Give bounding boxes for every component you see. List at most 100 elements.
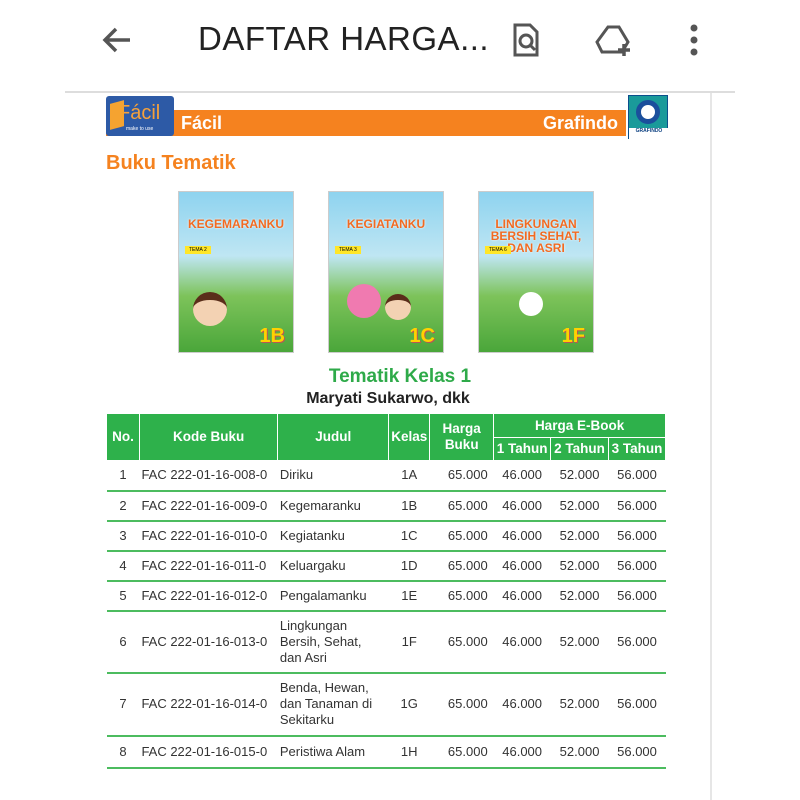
cell-t2: 52.000 (550, 490, 609, 522)
header-harga: Harga Buku (429, 413, 495, 461)
page-edge (710, 93, 712, 800)
brand-left: Fácil (181, 113, 223, 133)
cell-no: 1 (106, 460, 140, 492)
grafindo-logo-text: GRAFINDO (629, 128, 669, 139)
cell-t2: 52.000 (550, 610, 609, 674)
cell-kelas: 1A (388, 460, 430, 492)
cover-code: 1C (409, 325, 435, 347)
price-table: No. Kode Buku Judul Kelas Harga Buku Har… (106, 413, 666, 769)
cell-kode: FAC 222-01-16-011-0 (139, 550, 278, 582)
cell-judul: Pengalamanku (277, 580, 389, 612)
table-row: 6 FAC 222-01-16-013-0 Lingkungan Bersih, S… (106, 610, 666, 674)
table-row: 5 FAC 222-01-16-012-0 Pengalamanku 1E 65.000… (106, 580, 666, 612)
header-3-tahun: 3 Tahun (608, 437, 666, 461)
cell-t2: 52.000 (550, 550, 609, 582)
cell-t3: 56.000 (608, 490, 666, 522)
cover-title: KEGIATANKU (346, 217, 426, 231)
cell-judul: Peristiwa Alam (277, 735, 389, 769)
grafindo-logo: GRAFINDO (628, 95, 669, 139)
cell-kelas: 1D (388, 550, 430, 582)
cell-kelas: 1G (388, 672, 430, 737)
cell-kode: FAC 222-01-16-014-0 (139, 672, 278, 737)
cover-tema: TEMA 2 (185, 246, 211, 254)
cell-harga: 65.000 (429, 735, 494, 769)
cell-judul: Kegemaranku (277, 490, 389, 522)
cell-t3: 56.000 (608, 460, 666, 492)
app-bar: DAFTAR HARGA... (0, 0, 800, 88)
cell-t1: 46.000 (493, 580, 551, 612)
cell-t2: 52.000 (550, 520, 609, 552)
header-kode: Kode Buku (138, 413, 279, 461)
cell-kode: FAC 222-01-16-013-0 (139, 610, 278, 674)
cell-t3: 56.000 (608, 550, 666, 582)
cell-no: 3 (106, 520, 140, 552)
cell-t3: 56.000 (608, 520, 666, 552)
table-row: 4 FAC 222-01-16-011-0 Keluargaku 1D 65.000 46… (106, 550, 666, 582)
section-title: Buku Tematik (106, 152, 236, 174)
header-2-tahun: 2 Tahun (550, 437, 610, 461)
book-cover: KEGIATANKU TEMA 3 1C (328, 191, 444, 353)
facil-logo-text: Fácil (118, 102, 161, 124)
table-row: 8 FAC 222-01-16-015-0 Peristiwa Alam 1H 65.0… (106, 735, 666, 769)
brand-right: Grafindo (543, 113, 618, 133)
cell-t2: 52.000 (550, 735, 609, 769)
cell-t3: 56.000 (608, 672, 666, 737)
cell-kode: FAC 222-01-16-008-0 (139, 460, 278, 492)
cell-judul: Lingkungan Bersih, Sehat, dan Asri (277, 610, 389, 674)
cell-t1: 46.000 (493, 550, 551, 582)
header-no: No. (106, 413, 140, 461)
add-to-drive-icon[interactable] (594, 20, 634, 60)
cell-kode: FAC 222-01-16-009-0 (139, 490, 278, 522)
cover-title: KEGEMARANKU (188, 217, 284, 231)
cell-t3: 56.000 (608, 610, 666, 674)
table-row: 7 FAC 222-01-16-014-0 Benda, Hewan, dan Ta… (106, 672, 666, 737)
cell-t2: 52.000 (550, 460, 609, 492)
book-cover: LINGKUNGAN BERSIH SEHAT, DAN ASRI TEMA 6… (478, 191, 594, 353)
header-kelas: Kelas (388, 413, 431, 461)
book-cover: KEGEMARANKU TEMA 2 1B (178, 191, 294, 353)
document-title: DAFTAR HARGA... (198, 20, 490, 57)
more-vert-icon[interactable] (674, 20, 714, 60)
search-document-icon[interactable] (506, 20, 546, 60)
cell-no: 6 (106, 610, 140, 674)
cover-code: 1F (561, 325, 585, 347)
cell-kelas: 1F (388, 610, 430, 674)
cell-harga: 65.000 (429, 550, 494, 582)
cell-t1: 46.000 (493, 610, 551, 674)
cell-harga: 65.000 (429, 460, 494, 492)
cell-t3: 56.000 (608, 735, 666, 769)
author: Maryati Sukarwo, dkk (306, 390, 470, 407)
arrow-back-icon[interactable] (98, 20, 138, 60)
cell-judul: Kegiatanku (277, 520, 389, 552)
cell-t1: 46.000 (493, 460, 551, 492)
facil-logo: Fácil make to use (106, 96, 174, 136)
table-row: 2 FAC 222-01-16-009-0 Kegemaranku 1B 65.000 4… (106, 490, 666, 522)
table-row: 3 FAC 222-01-16-010-0 Kegiatanku 1C 65.000 46… (106, 520, 666, 552)
table-title: Tematik Kelas 1 (328, 366, 472, 387)
header-judul: Judul (277, 413, 390, 461)
cell-t1: 46.000 (493, 520, 551, 552)
cell-no: 5 (106, 580, 140, 612)
cell-kelas: 1H (388, 735, 430, 769)
cell-t1: 46.000 (493, 735, 551, 769)
cell-harga: 65.000 (429, 610, 494, 674)
cell-kode: FAC 222-01-16-015-0 (139, 735, 278, 769)
cell-harga: 65.000 (429, 672, 494, 737)
cover-tema: TEMA 6 (485, 246, 511, 254)
cell-t2: 52.000 (550, 672, 609, 737)
cell-harga: 65.000 (429, 580, 494, 612)
cell-t1: 46.000 (493, 490, 551, 522)
cell-judul: Keluargaku (277, 550, 389, 582)
facil-logo-sub: make to use (126, 126, 154, 132)
cell-no: 4 (106, 550, 140, 582)
cover-tema: TEMA 3 (335, 246, 361, 254)
table-row: 1 FAC 222-01-16-008-0 Diriku 1A 65.000 46.000… (106, 460, 666, 492)
cell-no: 7 (106, 672, 140, 737)
cell-kode: FAC 222-01-16-012-0 (139, 580, 278, 612)
cell-kelas: 1C (388, 520, 430, 552)
cell-kode: FAC 222-01-16-010-0 (139, 520, 278, 552)
cover-title: LINGKUNGAN BERSIH SEHAT, DAN ASRI (490, 217, 582, 255)
brand-banner: Fácil Grafindo (106, 110, 626, 136)
header-1-tahun: 1 Tahun (493, 437, 552, 461)
cell-no: 8 (106, 735, 140, 769)
